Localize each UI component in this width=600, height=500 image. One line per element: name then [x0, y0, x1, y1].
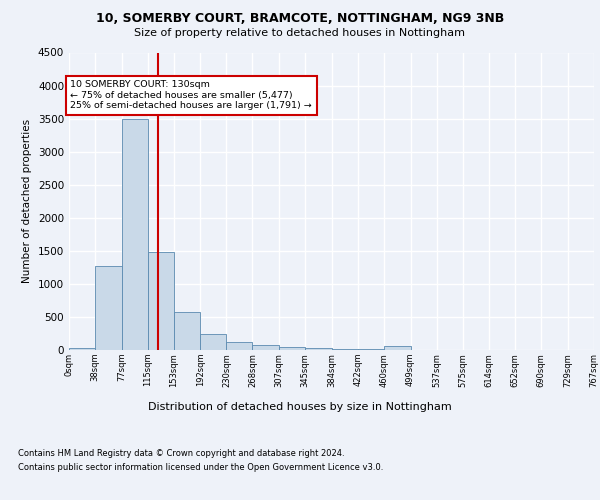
Text: Size of property relative to detached houses in Nottingham: Size of property relative to detached ho…	[134, 28, 466, 38]
Text: Contains public sector information licensed under the Open Government Licence v3: Contains public sector information licen…	[18, 464, 383, 472]
Text: 10, SOMERBY COURT, BRAMCOTE, NOTTINGHAM, NG9 3NB: 10, SOMERBY COURT, BRAMCOTE, NOTTINGHAM,…	[96, 12, 504, 26]
Bar	[95, 266, 122, 350]
Bar	[384, 346, 410, 350]
Bar	[200, 334, 226, 350]
Bar	[332, 348, 358, 350]
Bar	[226, 342, 253, 350]
Bar	[122, 118, 148, 350]
Bar	[174, 312, 200, 350]
Text: 10 SOMERBY COURT: 130sqm
← 75% of detached houses are smaller (5,477)
25% of sem: 10 SOMERBY COURT: 130sqm ← 75% of detach…	[70, 80, 312, 110]
Bar	[69, 348, 95, 350]
Text: Contains HM Land Registry data © Crown copyright and database right 2024.: Contains HM Land Registry data © Crown c…	[18, 448, 344, 458]
Bar	[253, 344, 279, 350]
Bar	[148, 252, 174, 350]
Bar	[305, 348, 332, 350]
Bar	[279, 346, 305, 350]
Text: Distribution of detached houses by size in Nottingham: Distribution of detached houses by size …	[148, 402, 452, 412]
Y-axis label: Number of detached properties: Number of detached properties	[22, 119, 32, 284]
